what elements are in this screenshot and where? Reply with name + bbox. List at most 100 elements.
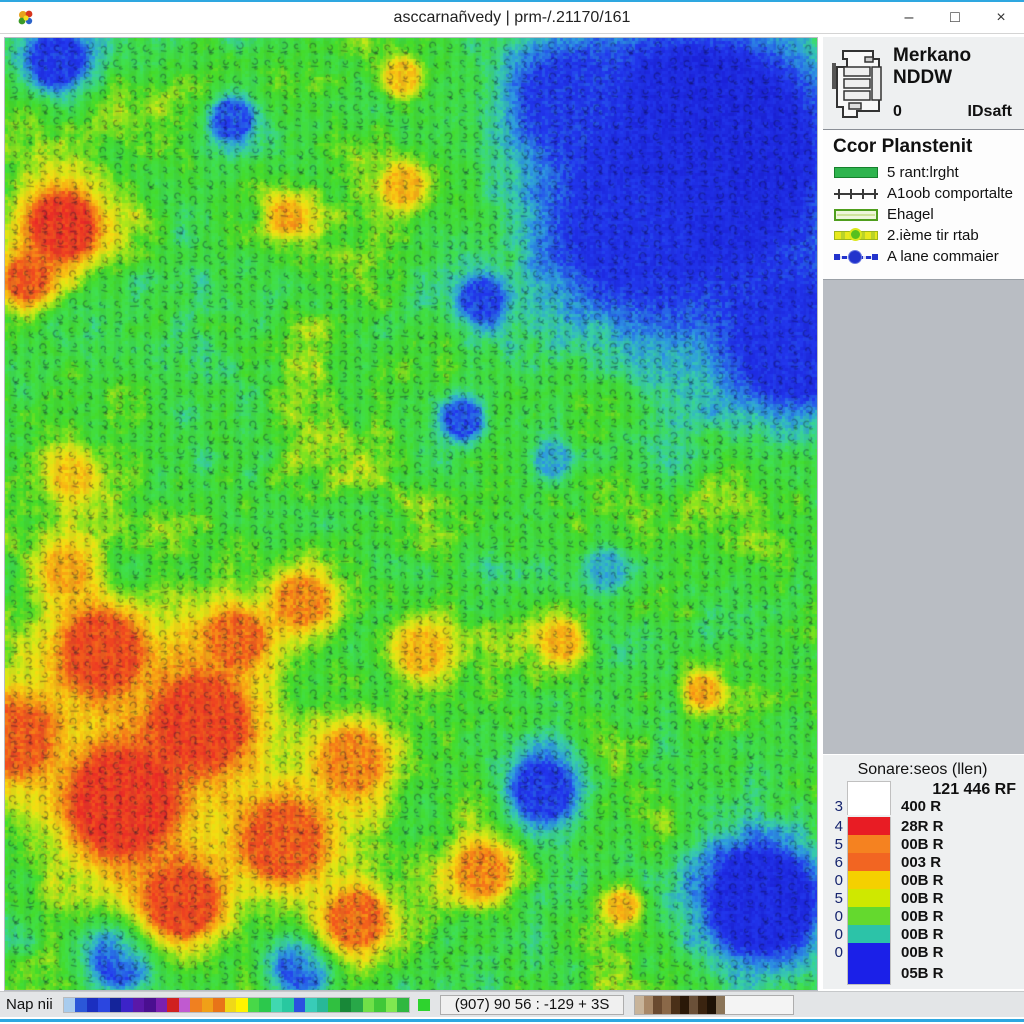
scale-row-swatch bbox=[847, 835, 891, 853]
scale-row-value: 00B R bbox=[901, 835, 944, 853]
yellow-road-swatch bbox=[833, 228, 879, 244]
color-scale-panel: Sonare:seos (llen) 121 446 RF 3 400 R 4 28R… bbox=[823, 754, 1024, 989]
scale-row-index: 0 bbox=[834, 907, 843, 925]
color-scale-total: 121 446 RF bbox=[932, 781, 1016, 798]
window-top-border bbox=[0, 0, 1024, 2]
layer-info-texts: Merkano NDDW 0 IDsaft bbox=[889, 45, 1016, 123]
scale-row-swatch bbox=[847, 907, 891, 925]
legend-item[interactable]: A1oob comportalte bbox=[833, 185, 1016, 202]
legend-item-label: Ehagel bbox=[887, 206, 934, 223]
scale-row: 0 00B R bbox=[827, 943, 1018, 961]
histogram-segment bbox=[305, 997, 317, 1012]
legend-item[interactable]: Ehagel bbox=[833, 206, 1016, 223]
histogram-segment bbox=[374, 997, 386, 1012]
window-bottom-border bbox=[0, 1019, 1024, 1022]
scale-row-index: 5 bbox=[834, 889, 843, 907]
sidebar-spacer bbox=[823, 280, 1024, 754]
layer-name-line2: NDDW bbox=[893, 66, 953, 88]
elevation-segment bbox=[662, 995, 672, 1014]
scale-row: 0 00B R bbox=[827, 907, 1018, 925]
histogram-segment bbox=[259, 997, 271, 1012]
window-title: asccarnañvedy | prm-/.21170/161 bbox=[393, 8, 631, 26]
histogram-segment bbox=[155, 997, 168, 1012]
scale-row: 6 003 R bbox=[827, 853, 1018, 871]
scale-row-swatch bbox=[847, 889, 891, 907]
scale-row-value: 28R R bbox=[901, 817, 944, 835]
scale-row-value: 00B R bbox=[901, 907, 944, 925]
scale-row-value: 00B R bbox=[901, 889, 944, 907]
histogram-segment bbox=[397, 997, 409, 1012]
histogram-segment bbox=[190, 997, 202, 1012]
status-indicator-chip bbox=[417, 998, 430, 1011]
elevation-segment bbox=[698, 995, 708, 1014]
histogram-segment bbox=[167, 997, 179, 1012]
histogram-segment bbox=[316, 997, 329, 1012]
scale-row-swatch bbox=[847, 943, 891, 961]
histogram-segment bbox=[224, 997, 237, 1012]
minimize-button[interactable]: – bbox=[904, 8, 914, 26]
scale-row: 3 400 R bbox=[827, 781, 1018, 817]
histogram-segment bbox=[270, 997, 283, 1012]
histogram-segment bbox=[282, 997, 294, 1012]
scale-row-swatch bbox=[847, 781, 891, 815]
layer-count-label: IDsaft bbox=[967, 102, 1012, 120]
scale-row-value: 00B R bbox=[901, 871, 944, 889]
color-histogram-strip bbox=[62, 996, 410, 1013]
status-map-label: Nap nii bbox=[6, 996, 53, 1013]
railroad-swatch bbox=[833, 186, 879, 202]
legend-item-label: A1oob comportalte bbox=[887, 185, 1013, 202]
legend-item[interactable]: 2.ième tir rtab bbox=[833, 227, 1016, 244]
layer-name-line1: Merkano bbox=[893, 45, 972, 66]
elevation-segment bbox=[680, 995, 690, 1014]
scale-row-index: 0 bbox=[834, 943, 843, 961]
main-content: Merkano NDDW 0 IDsaft Ccor Planstenit 5 … bbox=[0, 34, 1024, 991]
site-plan-icon bbox=[832, 50, 882, 118]
histogram-segment bbox=[132, 997, 145, 1012]
scale-row: 05B R bbox=[827, 961, 1018, 985]
scale-row-index: 4 bbox=[834, 817, 843, 835]
histogram-segment bbox=[351, 997, 363, 1012]
histogram-segment bbox=[109, 997, 122, 1012]
color-scale-title: Sonare:seos (llen) bbox=[857, 761, 988, 778]
heatmap-canvas[interactable] bbox=[4, 37, 818, 991]
elevation-strip bbox=[634, 994, 795, 1015]
scale-row: 5 00B R bbox=[827, 889, 1018, 907]
histogram-segment bbox=[362, 997, 375, 1012]
scale-row-value: 00B R bbox=[901, 925, 944, 943]
sidebar: Merkano NDDW 0 IDsaft Ccor Planstenit 5 … bbox=[823, 37, 1024, 989]
app-icon bbox=[18, 10, 33, 24]
histogram-segment bbox=[201, 997, 214, 1012]
coordinates-text: (907) 90 56 : -129 + 3S bbox=[454, 996, 610, 1013]
histogram-segment bbox=[121, 997, 133, 1012]
scale-row: 0 00B R bbox=[827, 925, 1018, 943]
close-button[interactable]: × bbox=[996, 8, 1006, 26]
legend-item-label: 2.ième tir rtab bbox=[887, 227, 979, 244]
scale-row: 0 00B R bbox=[827, 871, 1018, 889]
elevation-segment bbox=[653, 995, 663, 1014]
histogram-segment bbox=[178, 997, 191, 1012]
maximize-button[interactable]: □ bbox=[950, 8, 960, 26]
elevation-segment bbox=[689, 995, 699, 1014]
scale-row-index: 6 bbox=[834, 853, 843, 871]
scale-row-swatch bbox=[847, 961, 891, 985]
scale-row-value: 400 R bbox=[901, 798, 942, 815]
histogram-segment bbox=[144, 997, 156, 1012]
legend-items: 5 rant:lrght A1oob comportalte Ehagel 2.ièm… bbox=[833, 164, 1016, 265]
scale-row: 5 00B R bbox=[827, 835, 1018, 853]
blue-route-swatch bbox=[833, 249, 879, 265]
legend-panel: Ccor Planstenit 5 rant:lrght A1oob compor… bbox=[823, 130, 1024, 280]
elevation-segment bbox=[671, 995, 681, 1014]
scale-row-swatch bbox=[847, 853, 891, 871]
title-bar: asccarnañvedy | prm-/.21170/161 – □ × bbox=[0, 2, 1024, 34]
legend-item-label: 5 rant:lrght bbox=[887, 164, 959, 181]
layer-count: 0 bbox=[893, 102, 902, 120]
legend-item[interactable]: A lane commaier bbox=[833, 248, 1016, 265]
legend-item[interactable]: 5 rant:lrght bbox=[833, 164, 1016, 181]
scale-row-index: 0 bbox=[834, 871, 843, 889]
histogram-segment bbox=[293, 997, 306, 1012]
scale-row: 4 28R R bbox=[827, 817, 1018, 835]
layer-info-panel: Merkano NDDW 0 IDsaft bbox=[823, 37, 1024, 130]
scale-row-index: 5 bbox=[834, 835, 843, 853]
histogram-segment bbox=[339, 997, 352, 1012]
